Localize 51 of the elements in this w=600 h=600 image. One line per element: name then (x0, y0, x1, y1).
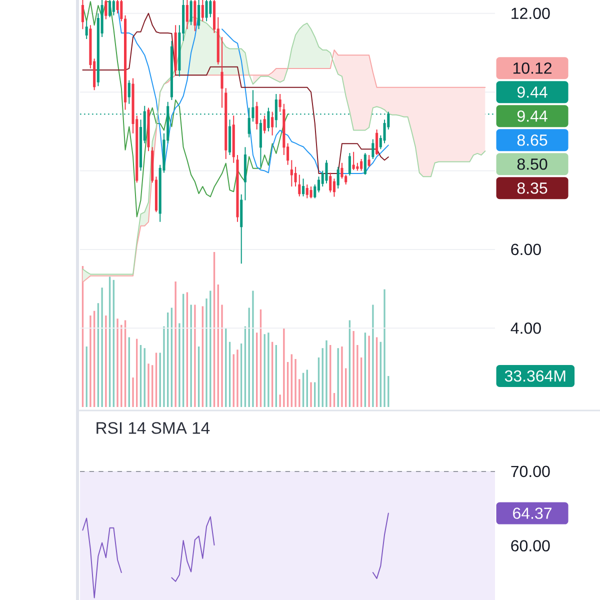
candlestick (252, 90, 254, 122)
candlestick (329, 172, 332, 193)
candlestick (108, 0, 112, 18)
candlestick (278, 94, 282, 112)
candlestick (85, 20, 88, 40)
candlestick (209, 0, 212, 18)
candlestick (290, 160, 293, 188)
candlestick (147, 107, 150, 152)
y-tick-label: 6.00 (511, 244, 541, 256)
candlestick (232, 115, 235, 164)
candlestick (244, 146, 246, 201)
candlestick (263, 115, 266, 134)
candlestick (104, 0, 108, 20)
text: 8.65 (517, 134, 548, 146)
candlestick (271, 111, 274, 136)
candlestick (186, 0, 188, 30)
candlestick (259, 119, 262, 168)
candlestick (310, 186, 312, 199)
candlestick (336, 166, 340, 189)
text: 9.44 (517, 110, 548, 122)
candlestick (372, 138, 374, 160)
candlestick (352, 151, 355, 170)
text: 10.12 (513, 62, 552, 74)
text: 8.35 (517, 182, 548, 194)
text: 33.364M (504, 370, 566, 382)
candlestick (205, 0, 208, 22)
candlestick (302, 178, 305, 197)
candlestick (298, 174, 301, 197)
candlestick (220, 36, 224, 108)
text: 64.37 (513, 508, 552, 519)
y-tick-label: 12.00 (512, 8, 550, 20)
candlestick (198, 0, 200, 30)
candlestick (256, 101, 258, 130)
ref-line-label: 9.44 (517, 86, 548, 98)
candlestick (248, 107, 250, 138)
candlestick (201, 0, 204, 22)
candlestick (236, 154, 239, 222)
chart-title: RSI 14 SMA 14 (96, 422, 210, 434)
candlestick (128, 80, 130, 104)
text: 8.50 (517, 158, 548, 170)
candlestick (228, 119, 232, 156)
y-tick-label: 60.00 (511, 540, 550, 552)
candlestick (112, 0, 115, 16)
y-tick-label: 70.00 (511, 466, 550, 478)
candlestick (240, 194, 243, 264)
candlestick (368, 154, 370, 168)
candlestick (325, 160, 328, 184)
y-tick-label: 4.00 (510, 322, 541, 334)
candlestick (306, 184, 308, 199)
candlestick (81, 0, 84, 30)
candlestick (360, 158, 363, 172)
